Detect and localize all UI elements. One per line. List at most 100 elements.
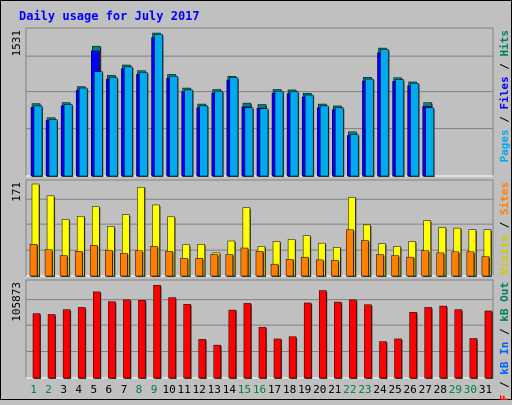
x-label-day-10: 10 [162, 383, 175, 396]
bar-pages-day-23 [365, 78, 374, 177]
bar-pages-day-1 [33, 105, 43, 177]
bar-pages-day-2 [48, 119, 58, 177]
bar-sites-day-28 [436, 252, 444, 277]
bar-pages-day-14 [229, 77, 239, 177]
x-label-day-5: 5 [90, 383, 97, 396]
bar-kb-f-day-10 [168, 297, 176, 379]
bar-pages-day-27 [425, 107, 434, 177]
x-label-day-23: 23 [358, 383, 371, 396]
bar-sites-day-2 [44, 249, 53, 277]
x-label-day-9: 9 [151, 383, 158, 396]
bar-sites-day-22 [346, 229, 354, 277]
bar-sites-day-9 [150, 246, 158, 277]
bar-sites-day-17 [270, 263, 279, 277]
x-label-day-17: 17 [268, 383, 281, 396]
x-label-day-22: 22 [343, 383, 356, 396]
legend-entry: Visits [498, 235, 511, 275]
bar-sites-day-21 [331, 260, 339, 277]
bar-pages-day-22 [350, 134, 359, 177]
bar-kb-f-day-17 [273, 338, 282, 379]
bar-kb-f-day-18 [288, 336, 297, 379]
bar-kb-f-day-24 [379, 341, 387, 379]
bar-kb-f-day-12 [198, 339, 206, 379]
x-label-day-12: 12 [193, 383, 206, 396]
x-label-day-30: 30 [464, 383, 477, 396]
bar-pages-day-25 [395, 79, 404, 177]
bar-pages-day-4 [78, 87, 88, 177]
x-label-day-4: 4 [75, 383, 82, 396]
legend-entry: kB In [498, 342, 511, 375]
bar-kb-f-day-15 [243, 303, 252, 379]
panel-pages-files-hits: 1531 Pages / Files / Hits [10, 27, 511, 178]
bar-kb-f-day-31 [484, 310, 493, 379]
bar-sites-day-1 [29, 244, 38, 277]
bar-pages-day-8 [139, 72, 148, 177]
bar-pages-day-18 [289, 91, 299, 177]
chart-title: Daily usage for July 2017 [19, 9, 200, 23]
bar-pages-day-16 [259, 108, 269, 177]
legend-entry: Hits [498, 30, 511, 57]
bar-sites-day-5 [90, 245, 98, 277]
bar-pages-day-19 [304, 94, 314, 177]
bar-kb-f-day-22 [349, 299, 357, 379]
bar-sites-day-13 [210, 254, 219, 277]
x-axis-labels: 1 2 3 4 5 6 7 8 9 10 11 12 13 14 15 16 17 18 19 20 21 22 23 24 2… [30, 383, 492, 396]
bar-kb-f-day-7 [123, 299, 131, 379]
legend-entry: kB Out [498, 282, 511, 322]
bar-pages-day-24 [380, 49, 389, 177]
bar-sites-day-3 [59, 255, 68, 277]
bar-sites-day-30 [466, 251, 475, 277]
x-label-day-3: 3 [60, 383, 67, 396]
bar-pages-day-15 [244, 107, 254, 177]
x-label-day-14: 14 [223, 383, 237, 396]
bar-pages-day-9 [154, 34, 163, 177]
legend-entry: / [498, 375, 511, 395]
panel-legend: kB F / kB In / kB Out [498, 282, 511, 400]
panel-max-label: 171 [10, 182, 23, 202]
bar-sites-day-10 [165, 251, 173, 277]
bar-kb-f-day-21 [334, 301, 342, 379]
bar-kb-f-day-20 [318, 290, 327, 379]
bar-pages-day-20 [319, 105, 329, 177]
x-label-day-11: 11 [178, 383, 191, 396]
x-label-day-16: 16 [253, 383, 266, 396]
bar-pages-day-26 [410, 83, 419, 177]
bar-sites-day-11 [180, 257, 188, 277]
legend-entry: Files [498, 76, 511, 109]
bar-sites-day-26 [406, 256, 414, 277]
bar-sites-day-31 [481, 256, 490, 277]
x-label-day-24: 24 [373, 383, 387, 396]
bar-sites-day-14 [225, 254, 234, 277]
bar-kb-f-day-2 [47, 314, 56, 379]
x-label-day-13: 13 [208, 383, 221, 396]
bar-kb-f-day-28 [439, 305, 447, 379]
legend-entry: / [498, 322, 511, 342]
x-label-day-26: 26 [404, 383, 417, 396]
bar-kb-f-day-6 [108, 301, 116, 379]
bar-kb-f-day-5 [93, 291, 101, 379]
x-label-day-25: 25 [388, 383, 401, 396]
x-label-day-31: 31 [479, 383, 492, 396]
bar-kb-f-day-23 [364, 304, 372, 379]
bar-sites-day-25 [391, 255, 399, 277]
legend-entry: / [498, 110, 511, 130]
bar-kb-f-day-14 [228, 309, 237, 379]
x-label-day-7: 7 [121, 383, 128, 396]
bar-sites-day-8 [135, 250, 143, 277]
panel-max-label: 105873 [10, 282, 23, 322]
x-label-day-8: 8 [136, 383, 143, 396]
bar-sites-day-6 [105, 249, 113, 277]
bar-kb-f-day-1 [32, 313, 41, 379]
bar-pages-day-6 [109, 77, 118, 177]
x-label-day-20: 20 [313, 383, 326, 396]
bar-kb-f-day-9 [153, 284, 161, 379]
bar-kb-f-day-8 [138, 300, 146, 379]
legend-entry: / [498, 215, 511, 235]
panel-legend: Pages / Files / Hits [498, 30, 511, 163]
bar-pages-day-3 [63, 104, 73, 177]
bar-kb-f-day-4 [77, 307, 86, 379]
x-label-day-1: 1 [30, 383, 37, 396]
bar-sites-day-29 [451, 251, 460, 277]
bar-pages-day-10 [169, 76, 178, 177]
